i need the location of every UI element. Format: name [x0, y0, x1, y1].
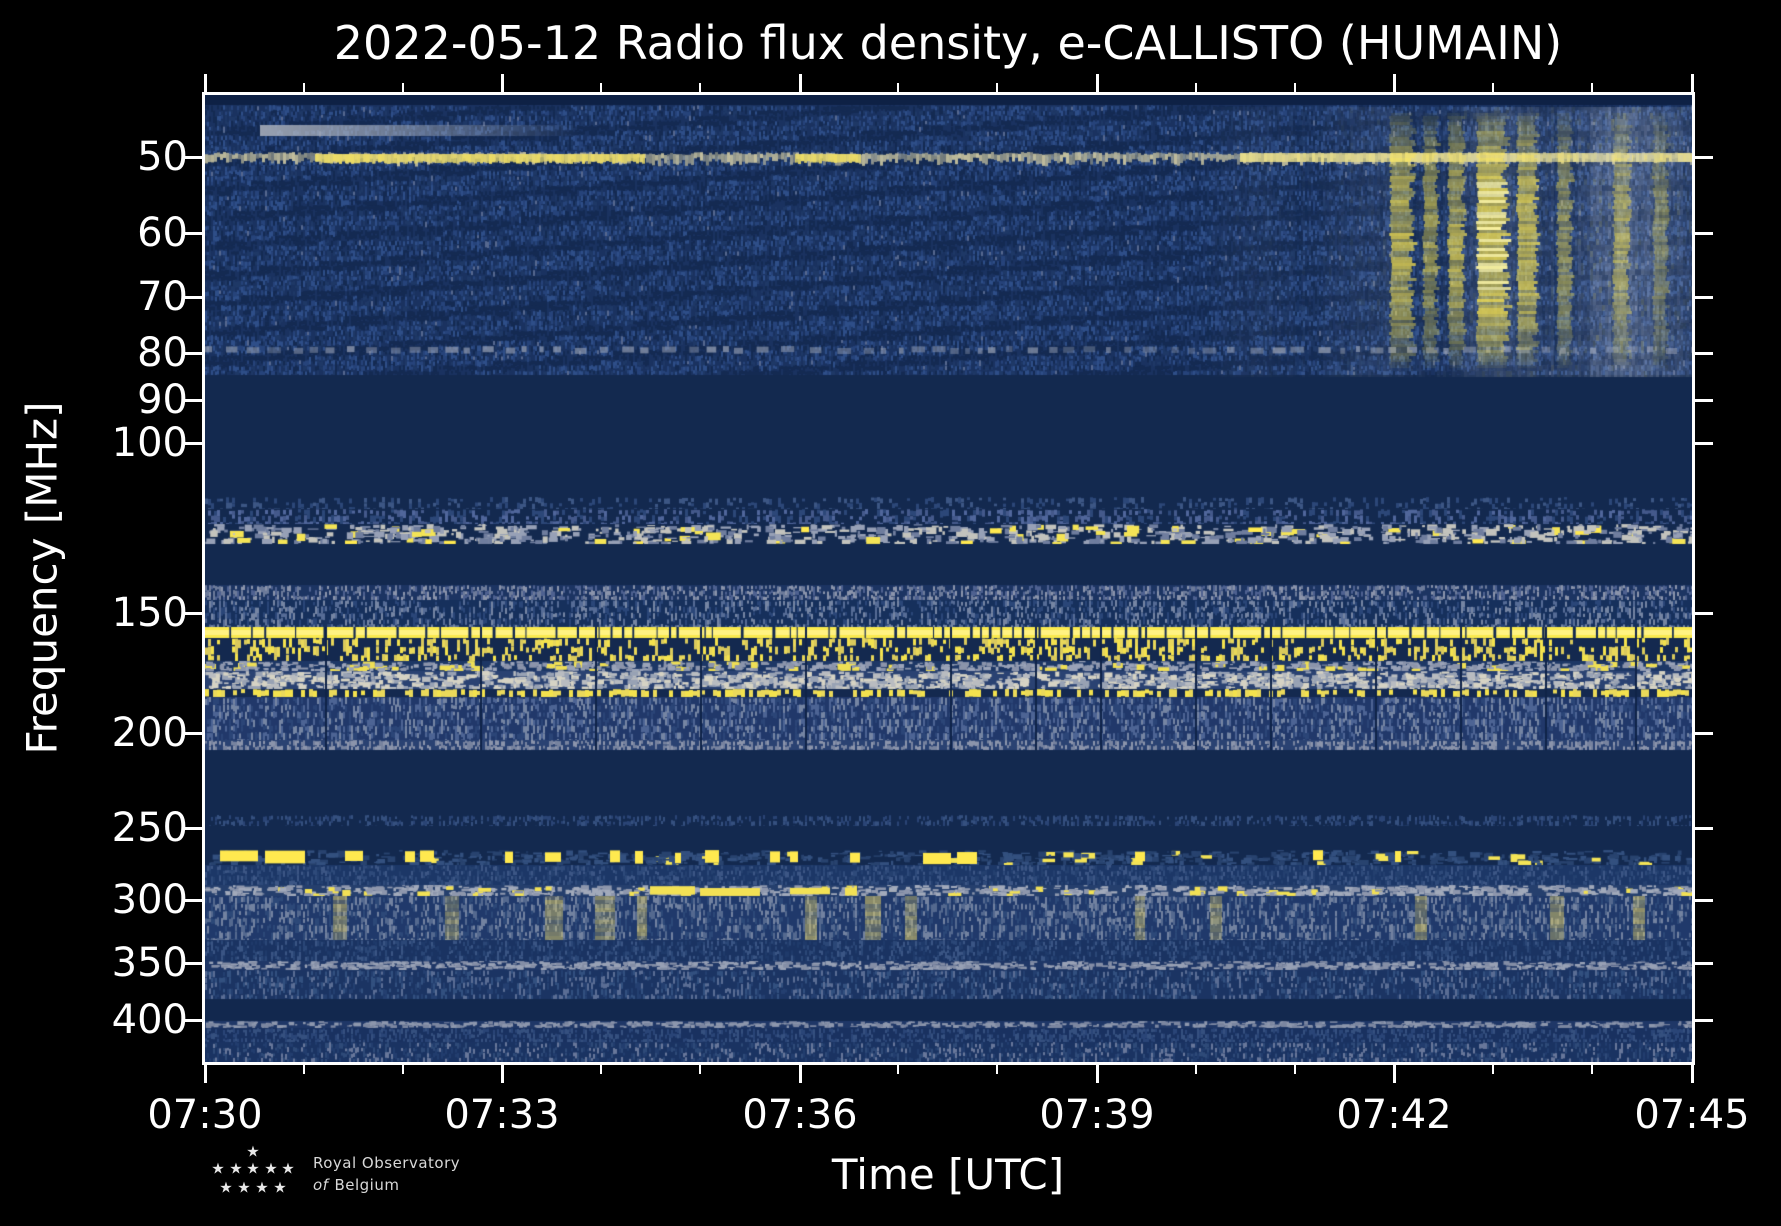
x-tick-minor-top — [1195, 83, 1197, 92]
y-tick-label: 80 — [137, 330, 188, 376]
x-tick-minor-top — [1294, 83, 1296, 92]
y-tick-major — [184, 827, 202, 830]
y-axis-label: Frequency [MHz] — [17, 401, 67, 755]
page-title: 2022-05-12 Radio flux density, e-CALLIST… — [333, 16, 1563, 70]
y-tick-major-right — [1695, 899, 1713, 902]
x-tick-major — [501, 1065, 504, 1083]
y-tick-label: 200 — [111, 710, 188, 756]
x-tick-label: 07:42 — [1336, 1092, 1452, 1138]
x-tick-major — [1393, 1065, 1396, 1083]
logo-text-of: of — [313, 1176, 329, 1194]
x-tick-major-top — [501, 74, 504, 92]
x-axis-label: Time [UTC] — [831, 1150, 1065, 1199]
x-tick-minor-top — [897, 83, 899, 92]
x-tick-minor-top — [1492, 83, 1494, 92]
x-tick-label: 07:45 — [1634, 1092, 1750, 1138]
y-tick-label: 60 — [137, 210, 188, 256]
y-tick-major-right — [1695, 352, 1713, 355]
star-icon: ★ — [219, 1178, 233, 1197]
x-tick-minor-top — [402, 83, 404, 92]
y-tick-major-right — [1695, 962, 1713, 965]
logo-text-line2: of Belgium — [313, 1176, 399, 1194]
star-icon: ★ — [273, 1178, 287, 1197]
x-tick-major-top — [1393, 74, 1396, 92]
x-tick-minor — [600, 1065, 602, 1074]
y-tick-label: 70 — [137, 274, 188, 320]
star-icon: ★ — [246, 1159, 260, 1178]
star-icon: ★ — [255, 1178, 269, 1197]
x-tick-major-top — [799, 74, 802, 92]
x-tick-minor-top — [996, 83, 998, 92]
x-tick-minor — [1195, 1065, 1197, 1074]
y-tick-major — [184, 1019, 202, 1022]
y-tick-major-right — [1695, 232, 1713, 235]
x-tick-minor — [897, 1065, 899, 1074]
x-tick-minor — [402, 1065, 404, 1074]
logo-text-belgium: Belgium — [334, 1176, 400, 1194]
x-tick-minor-top — [1591, 83, 1593, 92]
x-tick-major-top — [1096, 74, 1099, 92]
y-tick-major — [184, 612, 202, 615]
x-tick-minor — [1492, 1065, 1494, 1074]
star-icon: ★ — [211, 1159, 225, 1178]
y-tick-label: 400 — [111, 997, 188, 1043]
x-tick-minor — [1591, 1065, 1593, 1074]
y-tick-major-right — [1695, 399, 1713, 402]
y-tick-major-right — [1695, 827, 1713, 830]
y-tick-major-right — [1695, 1019, 1713, 1022]
y-tick-major — [184, 156, 202, 159]
x-tick-minor — [1294, 1065, 1296, 1074]
x-tick-minor-top — [303, 83, 305, 92]
star-icon: ★ — [229, 1159, 243, 1178]
x-tick-label: 07:36 — [742, 1092, 858, 1138]
y-tick-label: 90 — [137, 377, 188, 423]
x-tick-label: 07:33 — [444, 1092, 560, 1138]
x-tick-major — [204, 1065, 207, 1083]
x-tick-major-top — [204, 74, 207, 92]
x-tick-major — [1691, 1065, 1694, 1083]
y-tick-major — [184, 899, 202, 902]
x-tick-minor — [699, 1065, 701, 1074]
x-tick-major-top — [1691, 74, 1694, 92]
logo-text-line1: Royal Observatory — [313, 1154, 461, 1172]
plot-frame — [202, 92, 1695, 1065]
x-tick-minor — [996, 1065, 998, 1074]
star-icon: ★ — [264, 1159, 278, 1178]
x-tick-minor-top — [699, 83, 701, 92]
y-tick-major — [184, 232, 202, 235]
x-tick-major — [799, 1065, 802, 1083]
y-tick-label: 300 — [111, 877, 188, 923]
y-tick-major — [184, 352, 202, 355]
x-tick-minor — [303, 1065, 305, 1074]
y-tick-label: 350 — [111, 940, 188, 986]
y-tick-major-right — [1695, 612, 1713, 615]
star-icon: ★ — [281, 1159, 295, 1178]
y-tick-major-right — [1695, 442, 1713, 445]
star-icon: ★ — [246, 1142, 260, 1161]
y-tick-label: 50 — [137, 134, 188, 180]
y-tick-major — [184, 399, 202, 402]
x-tick-label: 07:30 — [147, 1092, 263, 1138]
y-tick-major — [184, 442, 202, 445]
y-tick-major-right — [1695, 156, 1713, 159]
x-tick-major — [1096, 1065, 1099, 1083]
x-tick-minor-top — [600, 83, 602, 92]
y-tick-major — [184, 962, 202, 965]
y-tick-label: 100 — [111, 420, 188, 466]
y-tick-label: 150 — [111, 590, 188, 636]
y-tick-major-right — [1695, 296, 1713, 299]
x-tick-label: 07:39 — [1039, 1092, 1155, 1138]
star-icon: ★ — [237, 1178, 251, 1197]
y-tick-major — [184, 732, 202, 735]
y-tick-label: 250 — [111, 805, 188, 851]
y-tick-major — [184, 296, 202, 299]
spectrogram-canvas — [205, 95, 1692, 1062]
y-tick-major-right — [1695, 732, 1713, 735]
